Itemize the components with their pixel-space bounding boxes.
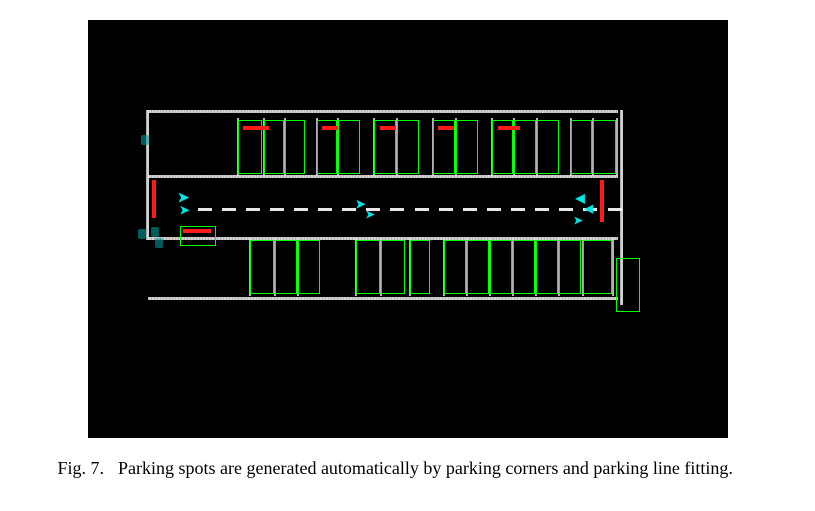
lane-dash bbox=[559, 208, 573, 211]
parking-spot bbox=[467, 240, 489, 294]
lane-dash bbox=[342, 208, 356, 211]
slot-divider bbox=[612, 238, 614, 296]
direction-arrow-icon: ➤ bbox=[574, 216, 583, 227]
red-marker bbox=[152, 180, 156, 218]
parking-spot bbox=[559, 240, 581, 294]
direction-arrow-icon: ➤ bbox=[180, 204, 190, 216]
lane-dash bbox=[246, 208, 260, 211]
lane-dash bbox=[270, 208, 284, 211]
shrub-marker bbox=[155, 238, 163, 248]
slot-divider bbox=[616, 118, 618, 176]
red-marker bbox=[380, 126, 396, 130]
direction-arrow-icon: ➤ bbox=[356, 198, 366, 210]
painted-line bbox=[148, 175, 618, 178]
figure-label: Fig. 7. bbox=[58, 458, 105, 478]
lane-dash bbox=[511, 208, 525, 211]
lane-dash bbox=[318, 208, 332, 211]
parking-spot bbox=[571, 120, 592, 174]
figure-caption: Fig. 7. Parking spots are generated autom… bbox=[58, 456, 758, 480]
parking-spot-wide bbox=[616, 258, 640, 312]
parking-spot bbox=[338, 120, 360, 174]
parking-spot bbox=[583, 240, 612, 294]
shrub-marker bbox=[138, 229, 146, 239]
direction-arrow-icon: ◀ bbox=[585, 204, 593, 215]
red-marker bbox=[183, 229, 211, 233]
direction-arrow-icon: ◀ bbox=[576, 192, 585, 204]
red-marker bbox=[498, 126, 520, 130]
direction-arrow-icon: ➤ bbox=[366, 210, 375, 221]
lane-dash bbox=[608, 208, 622, 211]
parking-spot bbox=[456, 120, 478, 174]
parking-spot bbox=[513, 240, 535, 294]
figure-image: ➤➤➤➤◀◀➤ bbox=[88, 20, 728, 438]
parking-spot bbox=[298, 240, 320, 294]
parking-spot bbox=[275, 240, 297, 294]
parking-spot bbox=[593, 120, 616, 174]
lane-dash bbox=[439, 208, 453, 211]
parking-spot bbox=[536, 240, 558, 294]
parking-spot bbox=[490, 240, 512, 294]
lane-dash bbox=[222, 208, 236, 211]
painted-line bbox=[148, 297, 618, 300]
painted-line bbox=[148, 110, 618, 113]
red-marker bbox=[600, 180, 604, 222]
parking-spot bbox=[410, 240, 430, 294]
parking-spot bbox=[250, 240, 274, 294]
shrub-marker bbox=[141, 135, 149, 145]
lane-dash bbox=[463, 208, 477, 211]
parking-spot bbox=[444, 240, 466, 294]
lane-dash bbox=[535, 208, 549, 211]
painted-line bbox=[146, 110, 149, 240]
red-marker bbox=[438, 126, 454, 130]
lane-dash bbox=[415, 208, 429, 211]
lane-dash bbox=[294, 208, 308, 211]
figure-caption-text: Parking spots are generated automaticall… bbox=[118, 458, 733, 478]
lane-dash bbox=[487, 208, 501, 211]
parking-lot-topdown: ➤➤➤➤◀◀➤ bbox=[88, 20, 728, 438]
red-marker bbox=[243, 126, 269, 130]
lane-dash bbox=[198, 208, 212, 211]
parking-spot bbox=[381, 240, 405, 294]
red-marker bbox=[322, 126, 338, 130]
lane-dash bbox=[390, 208, 404, 211]
parking-spot bbox=[537, 120, 559, 174]
parking-spot bbox=[285, 120, 305, 174]
parking-spot bbox=[397, 120, 419, 174]
shrub-marker bbox=[151, 227, 159, 237]
parking-spot bbox=[356, 240, 380, 294]
